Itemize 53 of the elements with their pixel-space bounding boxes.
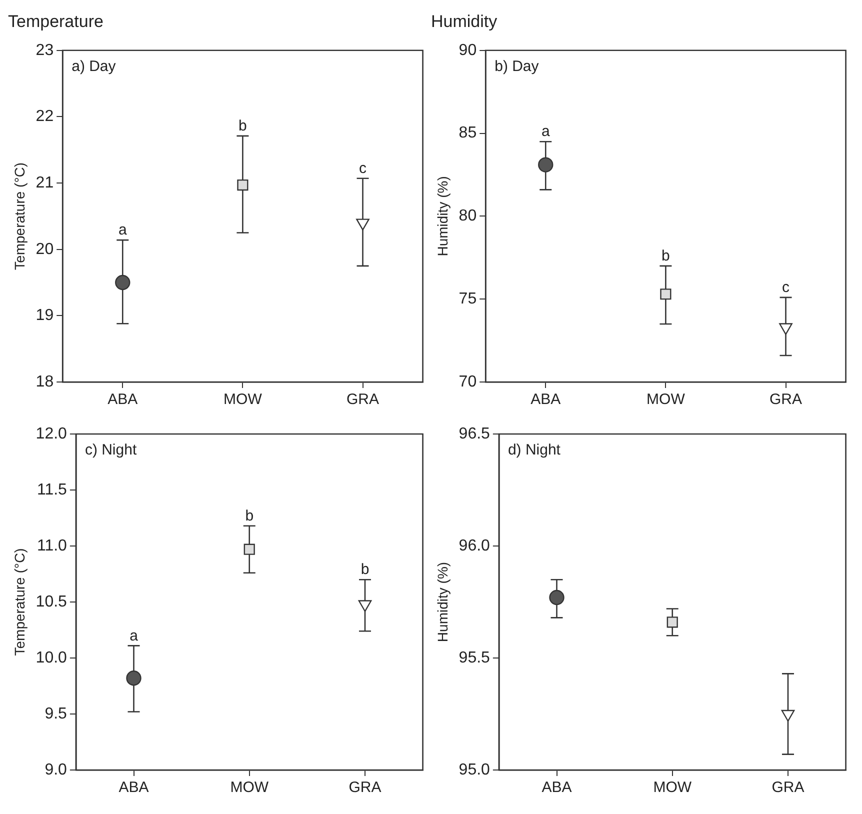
x-tick-label: MOW [653, 779, 692, 796]
x-tick-label: ABA [530, 391, 561, 408]
x-tick-label: MOW [230, 779, 270, 796]
annotation: a [118, 222, 128, 239]
y-tick-label: 20 [36, 240, 54, 258]
y-tick-label: 18 [36, 373, 54, 390]
x-tick-label: MOW [646, 391, 686, 408]
y-axis-title: Humidity (%) [434, 562, 450, 642]
x-tick-label: GRA [770, 391, 802, 408]
y-tick-label: 19 [36, 307, 54, 324]
y-axis-title: Temperature (°C) [11, 162, 28, 270]
y-tick-label: 70 [458, 373, 477, 390]
annotation: b [238, 118, 247, 135]
y-tick-label: 11.0 [36, 537, 68, 554]
y-tick-label: 10.0 [36, 649, 68, 666]
x-tick-label: MOW [224, 391, 263, 408]
y-tick-label: 90 [458, 42, 477, 59]
y-axis-title: Temperature (°C) [11, 548, 28, 656]
x-tick-label: ABA [542, 779, 572, 796]
y-tick-label: 95.5 [458, 649, 490, 666]
y-tick-label: 21 [36, 174, 54, 192]
annotation: b [662, 248, 670, 265]
y-tick-label: 22 [36, 108, 54, 126]
y-tick-label: 95.0 [458, 761, 490, 778]
y-tick-label: 96.0 [458, 537, 490, 554]
annotation: b [360, 561, 370, 578]
y-tick-label: 80 [458, 208, 477, 225]
y-tick-label: 11.5 [36, 481, 68, 498]
annotation: a) Day [72, 58, 116, 76]
y-tick-label: 10.5 [36, 593, 68, 610]
annotation: c [359, 160, 368, 178]
annotation: a [541, 123, 550, 140]
y-tick-label: 12.0 [36, 425, 68, 442]
annotation: d) Night [508, 442, 562, 459]
y-axis-title: Humidity (%) [434, 176, 450, 256]
chart-title: Humidity [431, 12, 498, 31]
y-tick-label: 23 [36, 42, 54, 59]
chart-title: Temperature [8, 12, 104, 31]
x-tick-label: GRA [348, 779, 382, 796]
annotation: c [782, 279, 790, 296]
x-tick-label: GRA [346, 391, 380, 408]
annotation: b [245, 507, 254, 524]
y-tick-label: 9.0 [44, 761, 68, 778]
annotation: c) Night [84, 442, 138, 459]
y-tick-label: 9.5 [44, 705, 68, 722]
annotation: a [130, 627, 139, 644]
x-tick-label: ABA [108, 391, 138, 408]
x-tick-label: ABA [118, 779, 149, 796]
y-tick-label: 75 [458, 290, 477, 308]
y-tick-label: 96.5 [458, 425, 490, 442]
x-tick-label: GRA [772, 779, 804, 796]
annotation: b) Day [494, 58, 540, 76]
y-tick-label: 85 [458, 124, 477, 142]
